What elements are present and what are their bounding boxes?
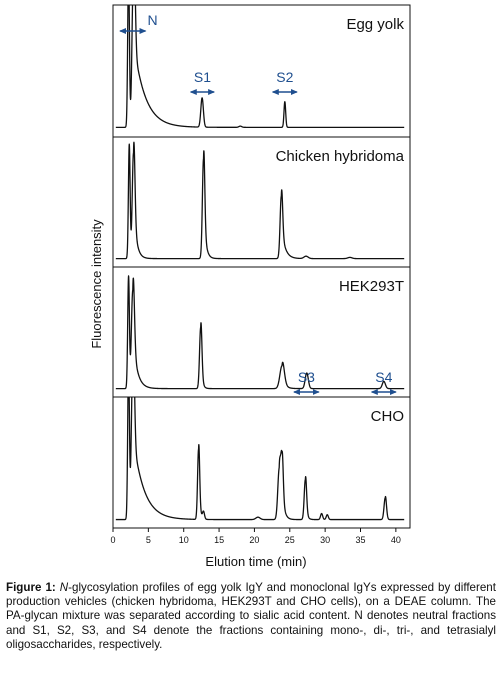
figure-caption: Figure 1: N-glycosylation profiles of eg…	[6, 581, 496, 652]
x-tick-label: 10	[179, 535, 189, 545]
x-axis-label: Elution time (min)	[205, 554, 306, 569]
panel-title: Egg yolk	[346, 16, 404, 33]
panel-title: Chicken hybridoma	[276, 148, 405, 165]
x-tick-label: 20	[249, 535, 259, 545]
x-tick-label: 35	[355, 535, 365, 545]
chromatogram-trace	[115, 5, 405, 128]
panel-4: CHO	[112, 396, 411, 529]
panel-title: HEK293T	[339, 278, 404, 295]
fraction-label: S4	[375, 369, 392, 385]
panel-title: CHO	[371, 408, 404, 425]
fraction-label: S3	[298, 369, 315, 385]
panel-3: HEK293T S3 S4	[112, 266, 411, 398]
fraction-label: S1	[194, 69, 211, 85]
panel-frame	[112, 396, 411, 529]
chromatogram-trace	[115, 397, 405, 521]
caption-text: -glycosylation profiles of egg yolk IgY …	[6, 581, 496, 651]
x-tick-label: 30	[320, 535, 330, 545]
x-tick-label: 0	[110, 535, 115, 545]
caption-label: Figure 1:	[6, 581, 56, 594]
fraction-label: S2	[276, 69, 293, 85]
panel-2: Chicken hybridoma	[112, 136, 411, 268]
caption-italic-n: N	[59, 581, 69, 594]
chromatogram-figure: Egg yolk N S1 S2 Chicken hybridoma HEK293T S3 S…	[89, 4, 411, 569]
y-axis-label: Fluorescence intensity	[89, 219, 104, 349]
chromatogram-trace	[115, 141, 405, 260]
fraction-label: N	[148, 12, 158, 28]
x-tick-label: 40	[391, 535, 401, 545]
panels-layer: Egg yolk N S1 S2 Chicken hybridoma HEK293T S3 S…	[112, 4, 411, 529]
x-tick-label: 15	[214, 535, 224, 545]
panel-1: Egg yolk N S1 S2	[112, 4, 411, 138]
x-axis: 0 5 10 15 20 25 30 35 40	[110, 528, 401, 545]
x-tick-label: 5	[146, 535, 151, 545]
chromatogram-trace	[115, 275, 405, 390]
x-tick-label: 25	[285, 535, 295, 545]
